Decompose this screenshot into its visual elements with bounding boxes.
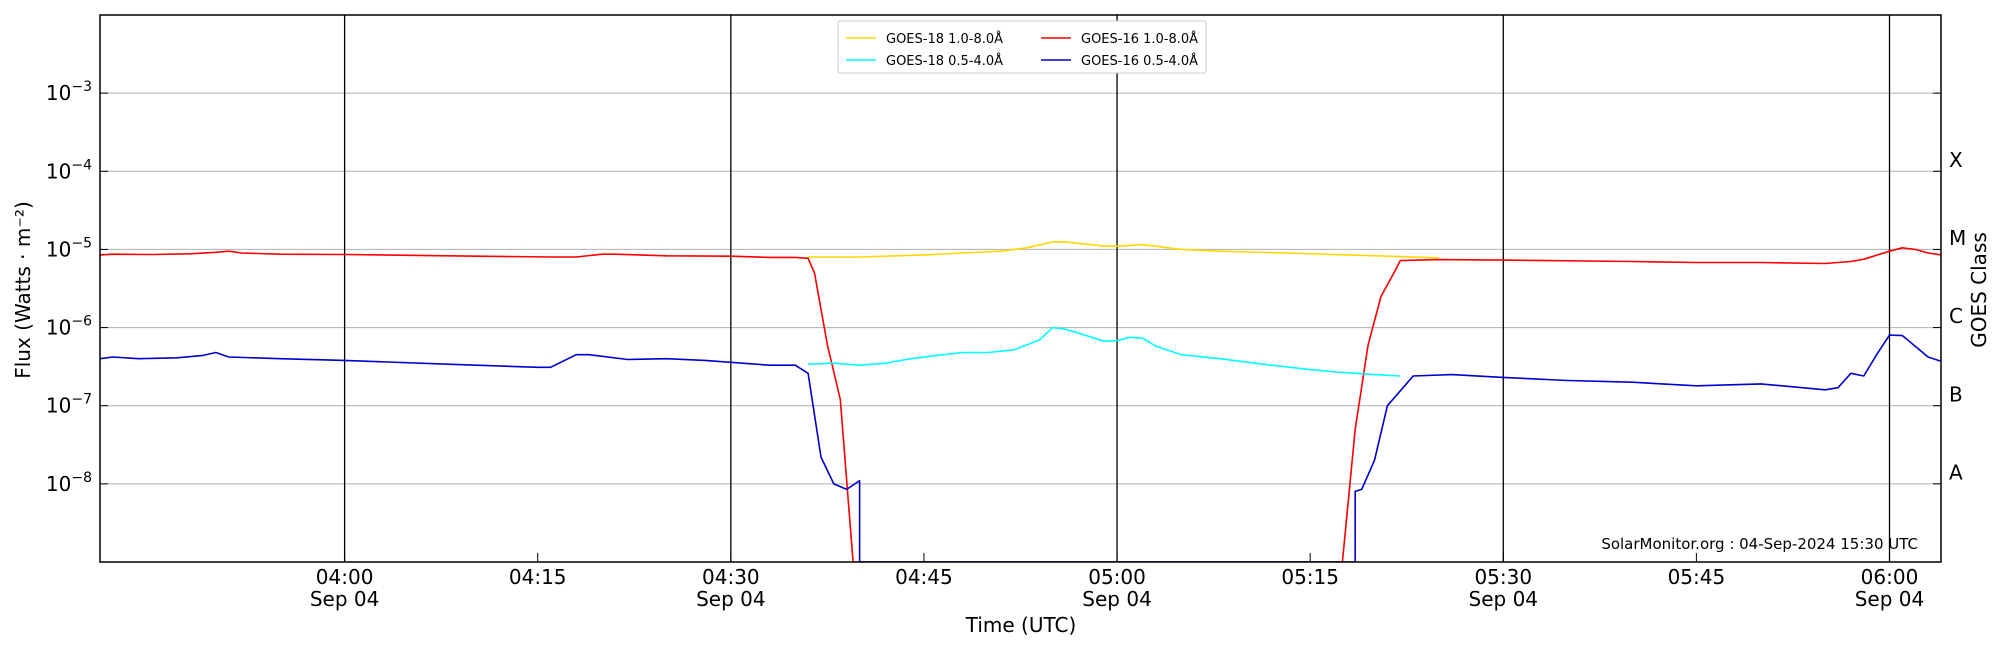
x-tick-label: 06:00 [1861,565,1919,589]
goes-class-label: B [1949,382,1963,406]
y-tick-label: 10−6 [46,314,92,340]
x-tick-date-label: Sep 04 [1855,587,1925,611]
y-tick-label: 10−3 [46,79,92,105]
goes-class-axis-title: GOES Class [1967,232,1991,348]
legend-entry-label: GOES-16 0.5-4.0Å [1081,53,1198,69]
x-tick-date-label: Sep 04 [310,587,380,611]
x-tick-label: 05:15 [1281,565,1339,589]
y-tick-label: 10−4 [46,157,92,183]
x-tick-date-label: Sep 04 [1082,587,1152,611]
series-line-2 [808,326,1401,377]
x-tick-label: 05:30 [1474,565,1532,589]
series-line-0 [808,241,1439,259]
legend: GOES-18 1.0-8.0Å GOES-18 0.5-4.0Å GOES-16 … [837,20,1207,74]
x-tick-date-label: Sep 04 [696,587,766,611]
series-layer [100,241,1941,562]
legend-entry-label: GOES-18 1.0-8.0Å [886,31,1003,47]
series-line-1 [100,247,1941,562]
goes-class-label: M [1949,226,1966,250]
y-tick-label: 10−7 [46,392,92,418]
legend-entry-label: GOES-16 1.0-8.0Å [1081,31,1198,47]
y-tick-label: 10−8 [46,470,92,496]
plot-frame [99,14,1942,563]
x-axis-title: Time (UTC) [965,613,1077,637]
goes-class-label: X [1949,148,1963,172]
y-axis-title: Flux (Watts · m⁻²) [11,201,35,379]
legend-entry-label: GOES-18 0.5-4.0Å [886,53,1003,69]
goes-class-label: C [1949,304,1963,328]
x-tick-label: 05:45 [1668,565,1726,589]
x-tick-date-label: Sep 04 [1469,587,1539,611]
x-tick-label: 04:30 [702,565,760,589]
x-tick-label: 04:00 [316,565,374,589]
vertical-day-lines [343,15,1891,562]
x-tick-label: 04:45 [895,565,953,589]
watermark: SolarMonitor.org : 04-Sep-2024 15:30 UTC [1601,535,1918,553]
goes-class-label: A [1949,460,1963,484]
y-tick-label: 10−5 [46,235,92,261]
x-tick-label: 04:15 [509,565,567,589]
x-tick-label: 05:00 [1088,565,1146,589]
legend-box [837,20,1207,74]
series-line-3 [100,334,1941,562]
